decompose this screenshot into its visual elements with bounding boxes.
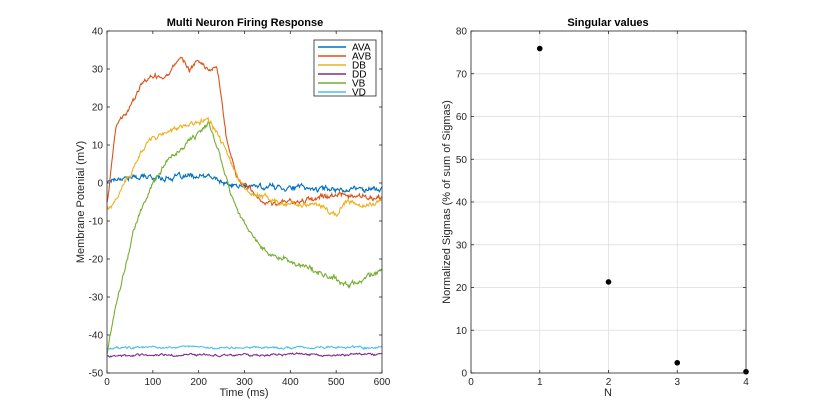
plot-area [470,30,747,374]
x-tick-label: 4 [743,377,749,388]
y-tick-label: 80 [456,27,468,38]
x-tick-label: 100 [144,377,161,388]
y-tick-label: 10 [92,141,104,152]
y-tick-label: 60 [456,112,468,123]
x-axis-label: Time (ms) [219,387,268,399]
x-tick-label: 300 [236,377,253,388]
y-tick-label: 30 [456,240,468,251]
series-line-vd [106,344,383,350]
grid-lines [470,30,747,374]
x-tick-label: 0 [104,377,110,388]
y-tick-label: 0 [97,179,103,190]
y-tick-label: 40 [456,198,468,209]
chart-title: Multi Neuron Firing Response [167,17,323,29]
y-tick-label: -10 [89,217,104,228]
x-tick-label: 3 [674,377,680,388]
y-tick-label: 50 [456,155,468,166]
chart-title: Singular values [567,17,648,29]
x-tick-label: 2 [606,377,612,388]
x-axis-label: N [604,387,612,399]
series-line-avb [106,56,383,207]
y-tick-label: -40 [89,331,104,342]
x-tick-label: 1 [537,377,543,388]
legend-label-db: DB [352,61,366,72]
x-tick-label: 600 [374,377,391,388]
legend-box [313,39,377,97]
legend-label-avb: AVB [352,52,372,63]
series-line-vb [106,121,383,355]
series-line-ava [106,171,383,195]
data-point-n1 [536,45,543,52]
plot-area [106,30,383,374]
y-tick-label: 30 [92,65,104,76]
data-points [536,45,749,375]
series-line-dd [106,351,383,358]
y-tick-label: 40 [92,27,104,38]
legend-label-dd: DD [352,70,366,81]
y-tick-label: 70 [456,69,468,80]
data-point-n2 [605,279,612,285]
data-point-n3 [674,359,681,366]
legend-label-ava: AVA [352,43,371,54]
series-line-db [106,116,383,218]
x-tick-label: 400 [282,377,299,388]
series-lines [106,56,383,358]
y-tick-label: 0 [461,369,467,380]
legend-label-vb: VB [352,79,366,90]
x-tick-label: 0 [468,377,474,388]
x-tick-label: 500 [328,377,345,388]
y-tick-label: -50 [89,369,104,380]
y-tick-label: 20 [456,283,468,294]
y-axis-label: Membrane Potenial (mV) [75,141,87,263]
firing-response-chart: Multi Neuron Firing Response 0 100 200 300 4… [75,17,391,399]
y-tick-label: -20 [89,255,104,266]
legend-label-vd: VD [352,88,366,99]
tick-labels: 0 100 200 300 400 500 600 -50 -40 -30 -20 -10 0 10 20 3… [89,27,391,389]
y-tick-label: 10 [456,326,468,337]
y-axis-label: Normalized Sigmas (% of sum of Sigmas) [441,100,453,304]
y-tick-label: 20 [92,103,104,114]
x-tick-label: 200 [190,377,207,388]
y-tick-label: -30 [89,293,104,304]
